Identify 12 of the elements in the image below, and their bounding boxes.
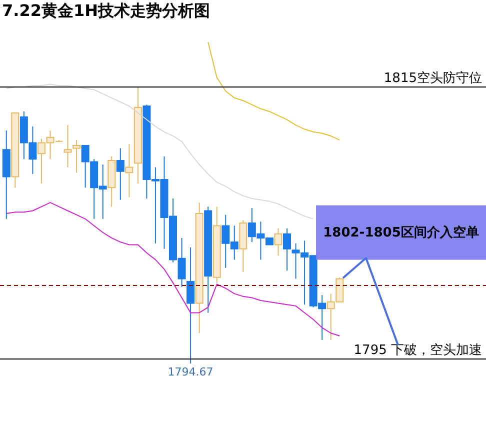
band-label: 1802-1805区间介入空单	[323, 224, 479, 241]
candlestick	[64, 124, 72, 168]
chart-title: 7.22黄金1H技术走势分析图	[2, 1, 210, 20]
annotation: 1794.67	[168, 365, 214, 378]
candlestick	[186, 246, 195, 364]
ref-line-label: 1795 下破，空头加速	[354, 342, 482, 358]
ref-line-label: 1815空头防守位	[384, 71, 482, 86]
candlestick	[125, 144, 134, 198]
candlestick	[116, 148, 124, 200]
candlestick	[274, 228, 282, 256]
candlestick	[283, 228, 291, 272]
candlestick	[72, 140, 81, 174]
